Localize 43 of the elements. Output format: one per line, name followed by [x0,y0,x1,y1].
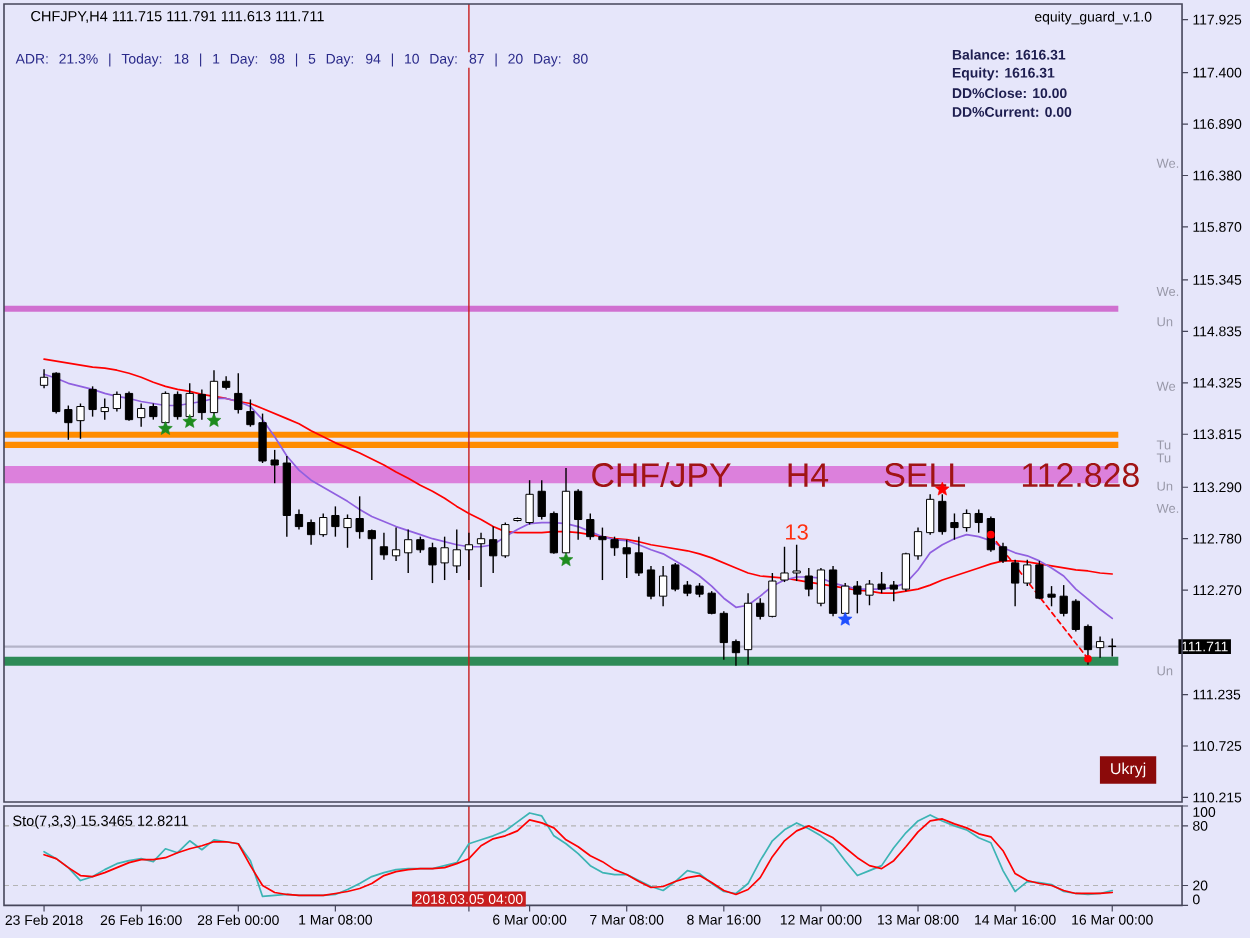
candlestick [39,368,49,390]
candlestick [501,521,510,559]
candlestick [234,372,243,415]
candlestick [52,371,61,415]
point [158,421,173,435]
candlestick [731,638,741,667]
candlestick [743,592,753,666]
candlestick [379,531,389,561]
candlestick [646,565,656,600]
candlestick [476,531,486,588]
candlestick [306,518,316,546]
candlestick [1010,559,1020,607]
candlestick [124,390,134,422]
candlestick [913,526,923,561]
candlestick [137,402,146,428]
candlestick [464,531,474,581]
candlestick [1095,635,1105,659]
candlestick [658,565,668,607]
candlestick [998,542,1008,564]
band-label: CHF/JPY H4 SELL 112.828 [592,462,1139,488]
candlestick [574,488,583,541]
candlestick [816,567,826,607]
candlestick [804,567,813,597]
candlestick [901,552,911,592]
candlestick [294,508,304,531]
point [182,414,197,428]
candlestick [489,525,498,574]
annotation: 13 [786,524,808,540]
candlestick [197,388,206,421]
candlestick [634,535,643,577]
point [838,611,853,626]
point [1084,654,1092,663]
candlestick [112,390,122,413]
point [558,552,574,566]
candlestick [828,565,838,618]
candlestick [926,493,935,536]
candlestick [719,610,728,661]
candlestick [549,510,559,555]
point [987,530,995,539]
point [206,413,222,427]
candlestick [367,528,376,581]
candlestick [391,526,401,562]
candlestick [1071,598,1080,633]
